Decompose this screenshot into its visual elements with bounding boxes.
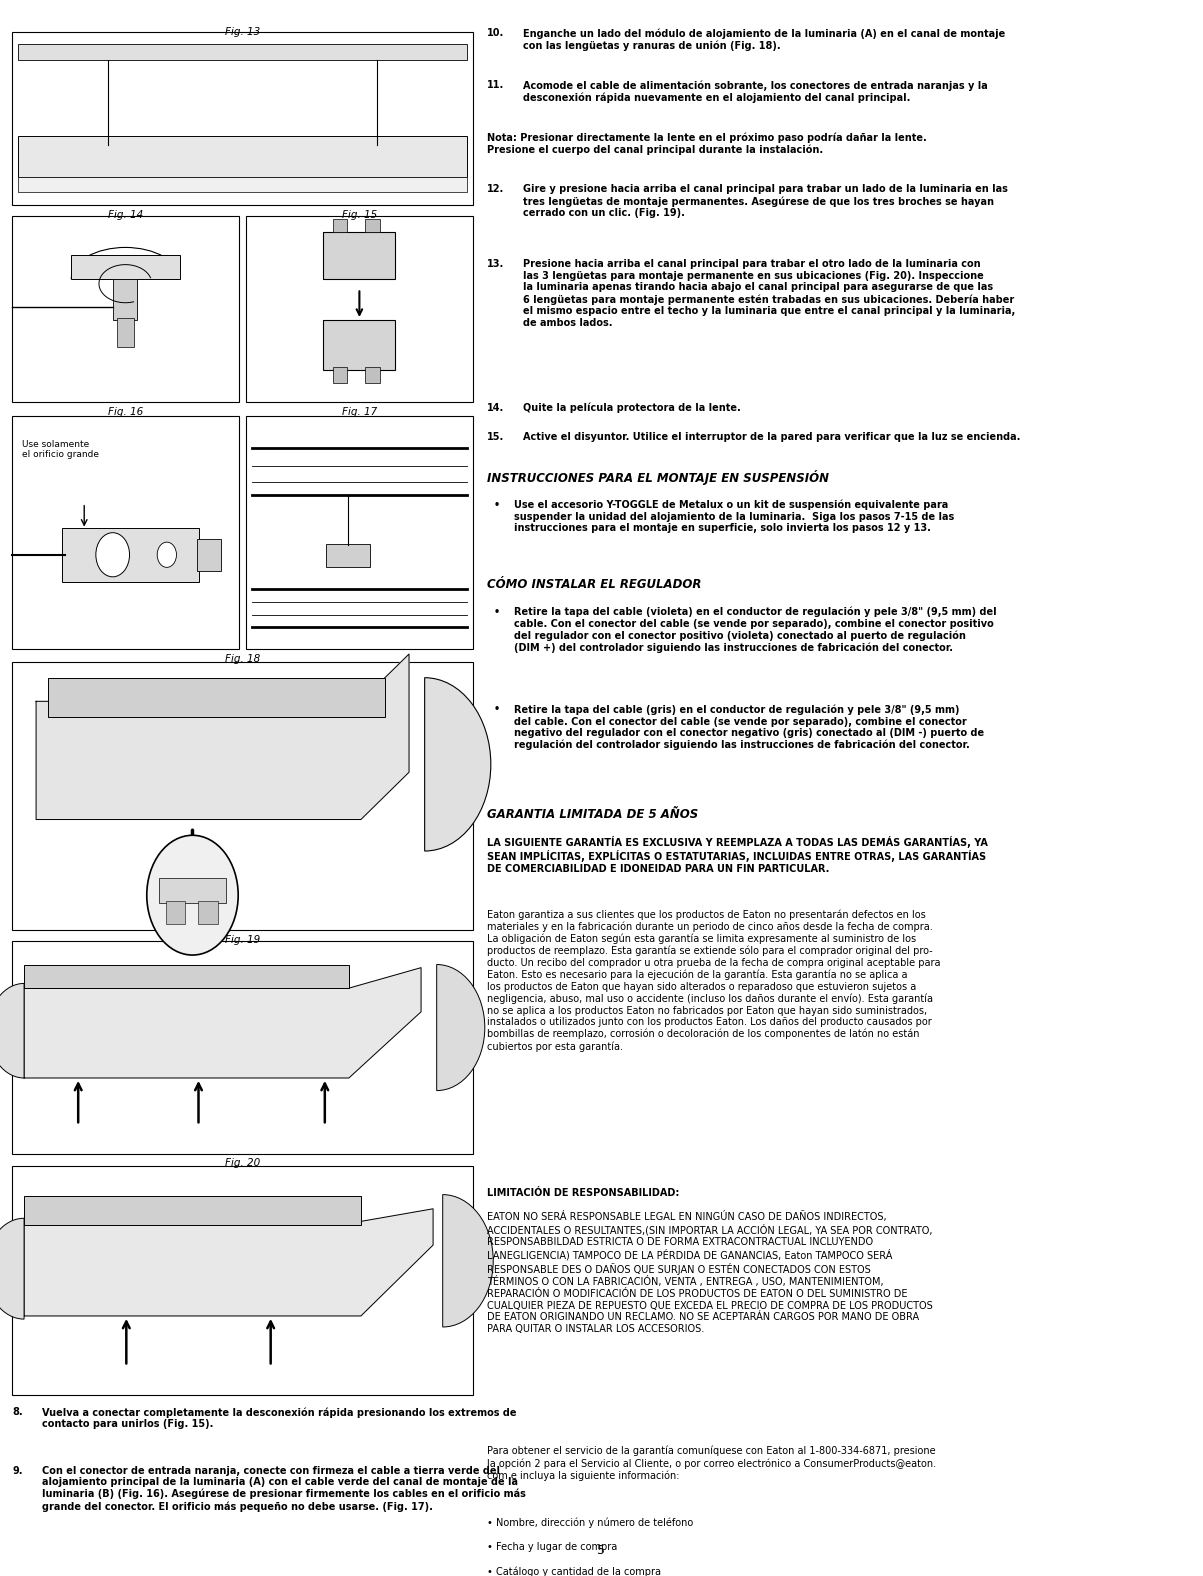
Text: 8.: 8. — [12, 1407, 23, 1417]
Text: Use el accesorio Y-TOGGLE de Metalux o un kit de suspensión equivalente para
sus: Use el accesorio Y-TOGGLE de Metalux o u… — [514, 500, 954, 533]
Text: LIMITACIÓN DE RESPONSABILIDAD:: LIMITACIÓN DE RESPONSABILIDAD: — [487, 1188, 680, 1198]
Text: Vuelva a conectar completamente la desconexión rápida presionando los extremos d: Vuelva a conectar completamente la desco… — [42, 1407, 516, 1429]
Circle shape — [96, 533, 130, 577]
Text: Eaton garantiza a sus clientes que los productos de Eaton no presentarán defecto: Eaton garantiza a sus clientes que los p… — [487, 909, 941, 1051]
Text: EATON NO SERÁ RESPONSABLE LEGAL EN NINGÚN CASO DE DAÑOS INDIRECTOS,
ACCIDENTALES: EATON NO SERÁ RESPONSABLE LEGAL EN NINGÚ… — [487, 1210, 934, 1333]
Circle shape — [147, 835, 238, 955]
Bar — [18, 177, 467, 192]
Text: Fig. 18: Fig. 18 — [225, 654, 260, 663]
Text: 13.: 13. — [487, 260, 504, 269]
Text: Active el disyuntor. Utilice el interruptor de la pared para verificar que la lu: Active el disyuntor. Utilice el interrup… — [523, 432, 1020, 441]
Text: LA SIGUIENTE GARANTÍA ES EXCLUSIVA Y REEMPLAZA A TODAS LAS DEMÁS GARANTÍAS, YA
S: LA SIGUIENTE GARANTÍA ES EXCLUSIVA Y REE… — [487, 835, 988, 873]
Bar — [12, 32, 473, 205]
Bar — [247, 416, 473, 649]
Bar — [324, 232, 396, 279]
Text: • Catálogo y cantidad de la compra: • Catálogo y cantidad de la compra — [487, 1567, 662, 1576]
Text: Quite la película protectora de la lente.: Quite la película protectora de la lente… — [523, 403, 741, 413]
Text: Fig. 17: Fig. 17 — [342, 407, 377, 416]
Polygon shape — [36, 654, 409, 820]
Text: Gire y presione hacia arriba el canal principal para trabar un lado de la lumina: Gire y presione hacia arriba el canal pr… — [523, 184, 1008, 217]
Text: Retire la tapa del cable (violeta) en el conductor de regulación y pele 3/8" (9,: Retire la tapa del cable (violeta) en el… — [514, 607, 996, 654]
Bar — [24, 965, 349, 988]
Text: •: • — [493, 704, 499, 714]
Text: 15.: 15. — [487, 432, 504, 441]
Text: Fig. 15: Fig. 15 — [342, 210, 377, 219]
Bar — [197, 539, 221, 571]
Bar — [326, 544, 369, 567]
Bar — [12, 416, 238, 649]
Text: Retire la tapa del cable (gris) en el conductor de regulación y pele 3/8" (9,5 m: Retire la tapa del cable (gris) en el co… — [514, 704, 984, 750]
Text: Fig. 13: Fig. 13 — [225, 27, 260, 36]
Bar — [71, 255, 179, 279]
Bar — [366, 367, 380, 383]
Bar — [333, 367, 348, 383]
Circle shape — [158, 542, 177, 567]
Bar — [12, 216, 238, 402]
Text: Fig. 19: Fig. 19 — [225, 935, 260, 944]
Text: INSTRUCCIONES PARA EL MONTAJE EN SUSPENSIÓN: INSTRUCCIONES PARA EL MONTAJE EN SUSPENS… — [487, 470, 829, 485]
Text: Con el conector de entrada naranja, conecte con firmeza el cable a tierra verde : Con el conector de entrada naranja, cone… — [42, 1466, 526, 1511]
Text: 10.: 10. — [487, 28, 504, 38]
Text: CÓMO INSTALAR EL REGULADOR: CÓMO INSTALAR EL REGULADOR — [487, 578, 701, 591]
Text: 12.: 12. — [487, 184, 504, 194]
Wedge shape — [437, 965, 485, 1091]
Text: •: • — [493, 607, 499, 616]
Bar — [166, 901, 185, 924]
Text: Presione hacia arriba el canal principal para trabar el otro lado de la luminari: Presione hacia arriba el canal principal… — [523, 260, 1015, 328]
Wedge shape — [443, 1195, 493, 1327]
Bar — [18, 44, 467, 60]
Bar — [198, 901, 218, 924]
Bar — [113, 279, 137, 320]
Bar — [12, 1166, 473, 1395]
Bar — [247, 216, 473, 402]
Text: GARANTIA LIMITADA DE 5 AÑOS: GARANTIA LIMITADA DE 5 AÑOS — [487, 808, 699, 821]
Bar — [48, 678, 385, 717]
Wedge shape — [425, 678, 491, 851]
Bar — [24, 1196, 361, 1225]
Text: 9.: 9. — [12, 1466, 23, 1475]
Text: Fig. 14: Fig. 14 — [108, 210, 143, 219]
Text: Fig. 16: Fig. 16 — [108, 407, 143, 416]
Bar — [12, 662, 473, 930]
Text: • Fecha y lugar de compra: • Fecha y lugar de compra — [487, 1541, 617, 1552]
Bar — [12, 941, 473, 1154]
Text: 14.: 14. — [487, 403, 504, 413]
Text: Enganche un lado del módulo de alojamiento de la luminaria (A) en el canal de mo: Enganche un lado del módulo de alojamien… — [523, 28, 1006, 50]
Bar — [366, 219, 380, 232]
Bar — [324, 320, 396, 370]
Text: Use solamente
el orificio grande: Use solamente el orificio grande — [22, 440, 99, 459]
Text: Para obtener el servicio de la garantía comuníquese con Eaton al 1-800-334-6871,: Para obtener el servicio de la garantía … — [487, 1445, 936, 1481]
Bar — [18, 136, 467, 177]
Text: Nota: Presionar directamente la lente en el próximo paso podría dañar la lente.
: Nota: Presionar directamente la lente en… — [487, 132, 928, 154]
Bar — [159, 878, 226, 903]
FancyBboxPatch shape — [63, 528, 200, 582]
Text: 11.: 11. — [487, 80, 504, 90]
Wedge shape — [0, 983, 24, 1078]
Text: Fig. 20: Fig. 20 — [225, 1158, 260, 1168]
Polygon shape — [24, 1209, 433, 1316]
Text: • Nombre, dirección y número de teléfono: • Nombre, dirección y número de teléfono — [487, 1518, 693, 1529]
Bar — [117, 318, 134, 347]
Wedge shape — [0, 1218, 24, 1319]
Text: •: • — [493, 500, 499, 509]
Bar — [333, 219, 348, 232]
Text: 5: 5 — [598, 1544, 605, 1557]
Text: Acomode el cable de alimentación sobrante, los conectores de entrada naranjas y : Acomode el cable de alimentación sobrant… — [523, 80, 988, 102]
Polygon shape — [24, 968, 421, 1078]
